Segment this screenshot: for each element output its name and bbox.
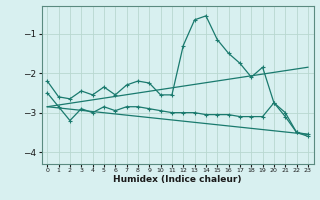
X-axis label: Humidex (Indice chaleur): Humidex (Indice chaleur) — [113, 175, 242, 184]
